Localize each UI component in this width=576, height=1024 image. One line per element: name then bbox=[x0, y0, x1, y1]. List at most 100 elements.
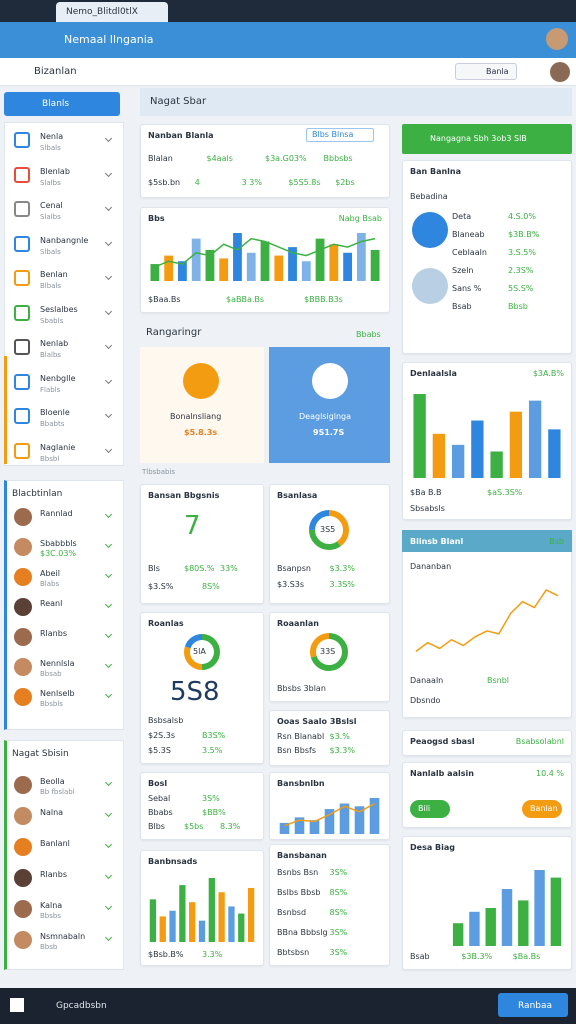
menu-label: Nenbglle bbox=[40, 373, 76, 383]
search-button[interactable] bbox=[4, 92, 120, 116]
avatar bbox=[14, 869, 32, 887]
card-title: Bansbnlbn bbox=[277, 779, 325, 788]
avatar bbox=[14, 807, 32, 825]
cell: $3.% bbox=[329, 732, 350, 741]
accent bbox=[4, 356, 7, 464]
bar bbox=[238, 913, 245, 942]
button-label: Blbs Blnsa bbox=[312, 130, 354, 139]
bar bbox=[315, 238, 325, 281]
menu-icon bbox=[14, 339, 30, 355]
taskbar-search[interactable]: Gpcadbsbn bbox=[56, 1001, 107, 1011]
card-title: Denlaalsla bbox=[410, 369, 457, 378]
taskbar-button-label[interactable]: Ranbaa bbox=[518, 1001, 553, 1011]
cell: $BBB.B3s bbox=[304, 295, 343, 304]
bar bbox=[301, 261, 311, 281]
bar bbox=[205, 249, 215, 281]
tile-title: Bonalnsliang bbox=[170, 412, 222, 421]
taskbar-button[interactable] bbox=[498, 993, 568, 1017]
panel-title: Nagat Sbisin bbox=[12, 749, 69, 759]
card bbox=[140, 850, 264, 966]
action-button[interactable] bbox=[455, 63, 517, 80]
card-title: Bosl bbox=[148, 779, 168, 788]
bar bbox=[534, 870, 545, 946]
card-title: Nanlalb aalsin bbox=[410, 769, 474, 778]
cell: $5bs bbox=[184, 822, 204, 831]
donut-segment bbox=[184, 634, 220, 670]
bar bbox=[369, 798, 380, 834]
green-button[interactable] bbox=[402, 124, 572, 154]
cell: Bbbsbs bbox=[323, 154, 353, 163]
start-button[interactable] bbox=[10, 998, 24, 1012]
bar bbox=[164, 255, 174, 281]
avatar bbox=[14, 688, 32, 706]
tab[interactable] bbox=[56, 2, 168, 22]
card-sub: Bebadina bbox=[410, 192, 448, 201]
bar bbox=[329, 244, 339, 281]
bar bbox=[150, 264, 160, 281]
bar bbox=[228, 906, 235, 942]
card bbox=[269, 844, 390, 966]
bar bbox=[509, 411, 523, 478]
button-label: Banlan bbox=[530, 804, 558, 813]
cell: 8.3% bbox=[220, 822, 241, 831]
chart bbox=[279, 798, 380, 834]
donut-label: 33S bbox=[320, 647, 336, 656]
cell: $2S.3s bbox=[148, 731, 176, 740]
cell: Bsbsalsb bbox=[148, 716, 184, 725]
cell: 5S.S% bbox=[508, 284, 534, 293]
cell: 3S% bbox=[329, 928, 348, 937]
menu-label: Nanbangnle bbox=[40, 235, 89, 245]
donut-segment bbox=[309, 510, 349, 550]
cell: Dbsndo bbox=[410, 696, 441, 705]
section-link[interactable]: Bbabs bbox=[356, 330, 381, 339]
bar bbox=[354, 806, 365, 834]
button[interactable] bbox=[306, 128, 374, 142]
bar bbox=[274, 255, 284, 281]
cell: $4aals bbox=[206, 154, 233, 163]
bar bbox=[218, 892, 225, 942]
cell: Bsnbsd bbox=[277, 908, 307, 917]
person-name: Beolla bbox=[40, 777, 65, 786]
person-sub: Bb fbslabl bbox=[40, 788, 75, 796]
person-name: Sbabbbls bbox=[40, 539, 77, 548]
bar bbox=[246, 252, 256, 281]
bar bbox=[528, 400, 542, 478]
tile-value: 9S1.7S bbox=[313, 428, 345, 437]
donut-segment bbox=[309, 510, 349, 550]
menu-icon bbox=[14, 132, 30, 148]
bar bbox=[324, 809, 335, 834]
avatar bbox=[14, 598, 32, 616]
card-tag: Nabg Bsab bbox=[338, 214, 382, 223]
bar bbox=[550, 877, 562, 946]
cell: 3.S.5% bbox=[508, 248, 536, 257]
person-name: Reanl bbox=[40, 599, 63, 608]
button[interactable] bbox=[522, 800, 562, 818]
menu-label: Naglanie bbox=[40, 442, 76, 452]
button[interactable] bbox=[410, 800, 450, 818]
cell: Sbsabsls bbox=[410, 504, 445, 513]
tile-icon bbox=[183, 363, 219, 399]
cell: $5sb.bn bbox=[148, 178, 181, 187]
card bbox=[402, 530, 572, 718]
card-title: Ban Banlna bbox=[410, 167, 462, 176]
button-label: Bili bbox=[418, 804, 431, 813]
bar bbox=[189, 902, 196, 942]
cell: $3.3% bbox=[329, 746, 355, 755]
card-tag: $3A.B% bbox=[532, 369, 564, 378]
bar bbox=[178, 261, 187, 281]
menu-label: Cenal bbox=[40, 201, 63, 210]
card-title: Banbnsads bbox=[148, 857, 198, 866]
cell: Szeln bbox=[452, 266, 474, 275]
menu-sub: Bbabts bbox=[40, 420, 65, 428]
bar bbox=[208, 878, 215, 942]
card-title: Bbs bbox=[148, 214, 165, 223]
bar bbox=[451, 444, 465, 478]
person-name: Rannlad bbox=[40, 509, 73, 518]
person-sub: Bbsbs bbox=[40, 912, 61, 920]
card-title: Blinsb Blanl bbox=[410, 537, 464, 546]
card-title: Bsanlasa bbox=[277, 491, 318, 500]
tile-value: $5.8.3s bbox=[184, 428, 218, 437]
bar bbox=[219, 258, 229, 281]
menu-icon bbox=[14, 442, 30, 459]
search-label: Blanls bbox=[42, 99, 70, 109]
